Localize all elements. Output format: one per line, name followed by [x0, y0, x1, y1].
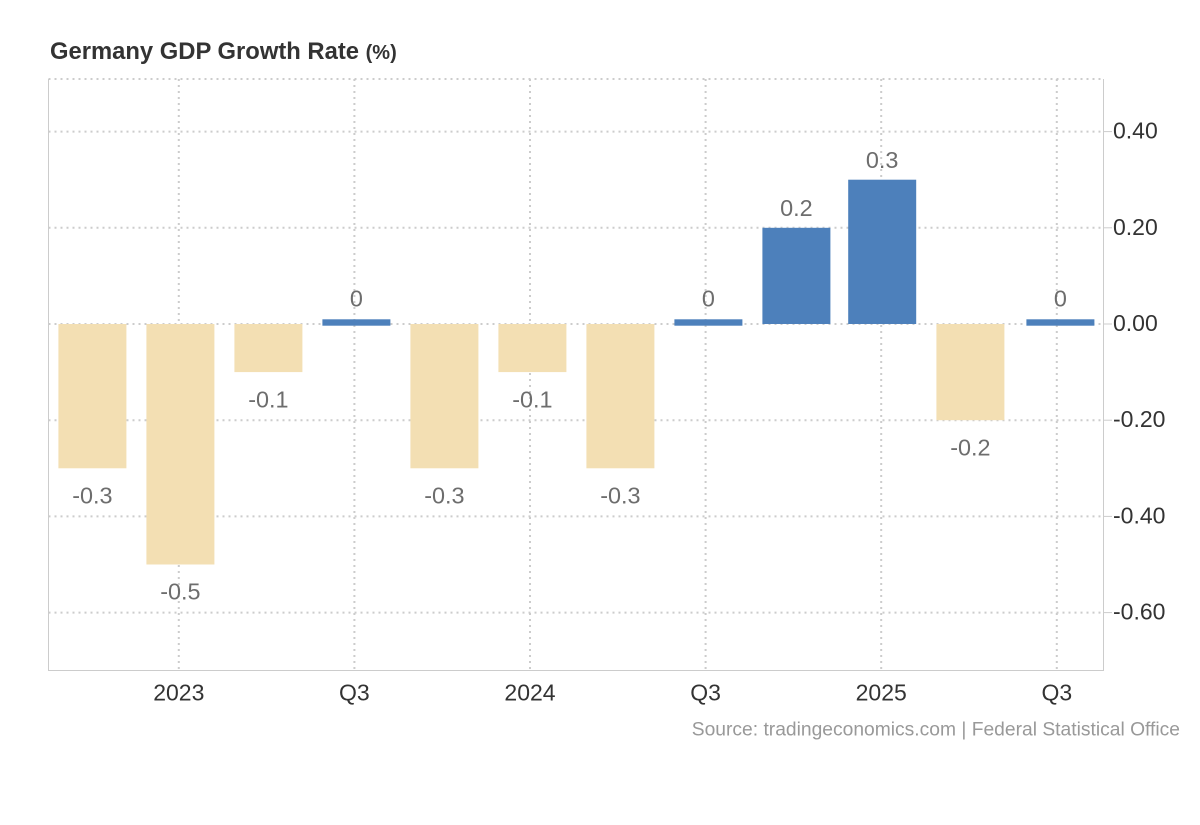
svg-text:0: 0	[702, 285, 715, 311]
svg-text:-0.3: -0.3	[600, 483, 640, 509]
svg-text:0.00: 0.00	[1113, 310, 1158, 336]
svg-text:0.3: 0.3	[866, 147, 899, 173]
svg-text:-0.20: -0.20	[1113, 406, 1165, 432]
svg-text:-0.5: -0.5	[160, 579, 200, 605]
svg-text:-0.60: -0.60	[1113, 599, 1165, 625]
svg-text:Q3: Q3	[1041, 679, 1072, 705]
svg-text:2025: 2025	[856, 679, 907, 705]
svg-text:0: 0	[350, 285, 363, 311]
svg-text:Germany GDP Growth Rate (%): Germany GDP Growth Rate (%)	[50, 38, 397, 65]
svg-text:-0.40: -0.40	[1113, 502, 1165, 528]
svg-text:-0.3: -0.3	[424, 483, 464, 509]
svg-text:Q3: Q3	[339, 679, 370, 705]
svg-text:-0.1: -0.1	[512, 386, 552, 412]
svg-text:2024: 2024	[504, 679, 555, 705]
svg-text:Source: tradingeconomics.com |: Source: tradingeconomics.com | Federal S…	[692, 719, 1180, 740]
svg-text:0.2: 0.2	[780, 195, 813, 221]
svg-text:0.20: 0.20	[1113, 214, 1158, 240]
svg-text:-0.1: -0.1	[248, 386, 288, 412]
svg-text:0.40: 0.40	[1113, 118, 1158, 144]
svg-text:-0.3: -0.3	[72, 483, 112, 509]
svg-text:-0.2: -0.2	[950, 434, 990, 460]
svg-text:Q3: Q3	[690, 679, 721, 705]
svg-text:0: 0	[1054, 285, 1067, 311]
svg-text:2023: 2023	[153, 679, 204, 705]
